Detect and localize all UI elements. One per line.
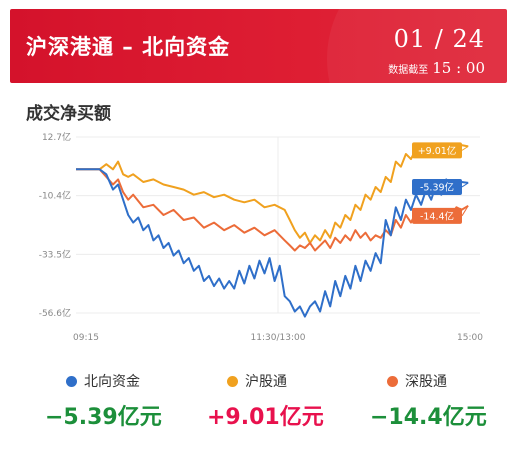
legend-dot-sz	[387, 375, 398, 387]
end-tag-sh	[412, 142, 462, 159]
legend-dot-north	[66, 375, 77, 387]
legend-label-sz: 深股通	[405, 374, 447, 390]
legend-item-north: 北向资金	[66, 371, 140, 391]
x-tick-label: 11:30/13:00	[251, 333, 306, 343]
value-sh: +9.01亿元	[207, 405, 324, 430]
y-tick-label: -10.4亿	[39, 190, 71, 202]
y-tick-label: -33.5亿	[39, 248, 71, 260]
series-line-sz	[76, 168, 469, 252]
end-tag-label-sh: +9.01亿	[418, 145, 457, 157]
end-tag-connector-sh	[461, 145, 469, 151]
header-banner: 沪深港通 – 北向资金 01 / 24 数据截至 15 : 00	[10, 9, 507, 83]
y-tick-label: 12.7亿	[42, 131, 71, 143]
end-tag-north	[412, 178, 462, 195]
x-tick-label: 15:00	[457, 333, 483, 343]
value-north: −5.39亿元	[45, 405, 162, 430]
legend-label-sh: 沪股通	[245, 374, 287, 390]
value-sz: −14.4亿元	[370, 405, 487, 430]
x-tick-label: 09:15	[73, 333, 99, 343]
legend-item-sh: 沪股通	[227, 371, 287, 391]
y-tick-label: -56.6亿	[39, 307, 71, 319]
end-tag-label-north: -5.39亿	[420, 181, 454, 193]
section-title: 成交净买额	[26, 104, 111, 124]
legend-dot-sh	[227, 375, 238, 387]
header-title: 沪深港通 – 北向资金	[26, 35, 231, 59]
series-line-north	[76, 168, 469, 318]
legend-label-north: 北向资金	[84, 374, 140, 390]
end-tag-connector-sz	[461, 205, 469, 217]
end-tag-label-sz: -14.4亿	[420, 210, 454, 222]
series-line-sh	[76, 142, 469, 244]
end-tag-sz	[412, 207, 462, 224]
end-tag-connector-north	[461, 182, 469, 188]
legend-item-sz: 深股通	[387, 371, 447, 391]
